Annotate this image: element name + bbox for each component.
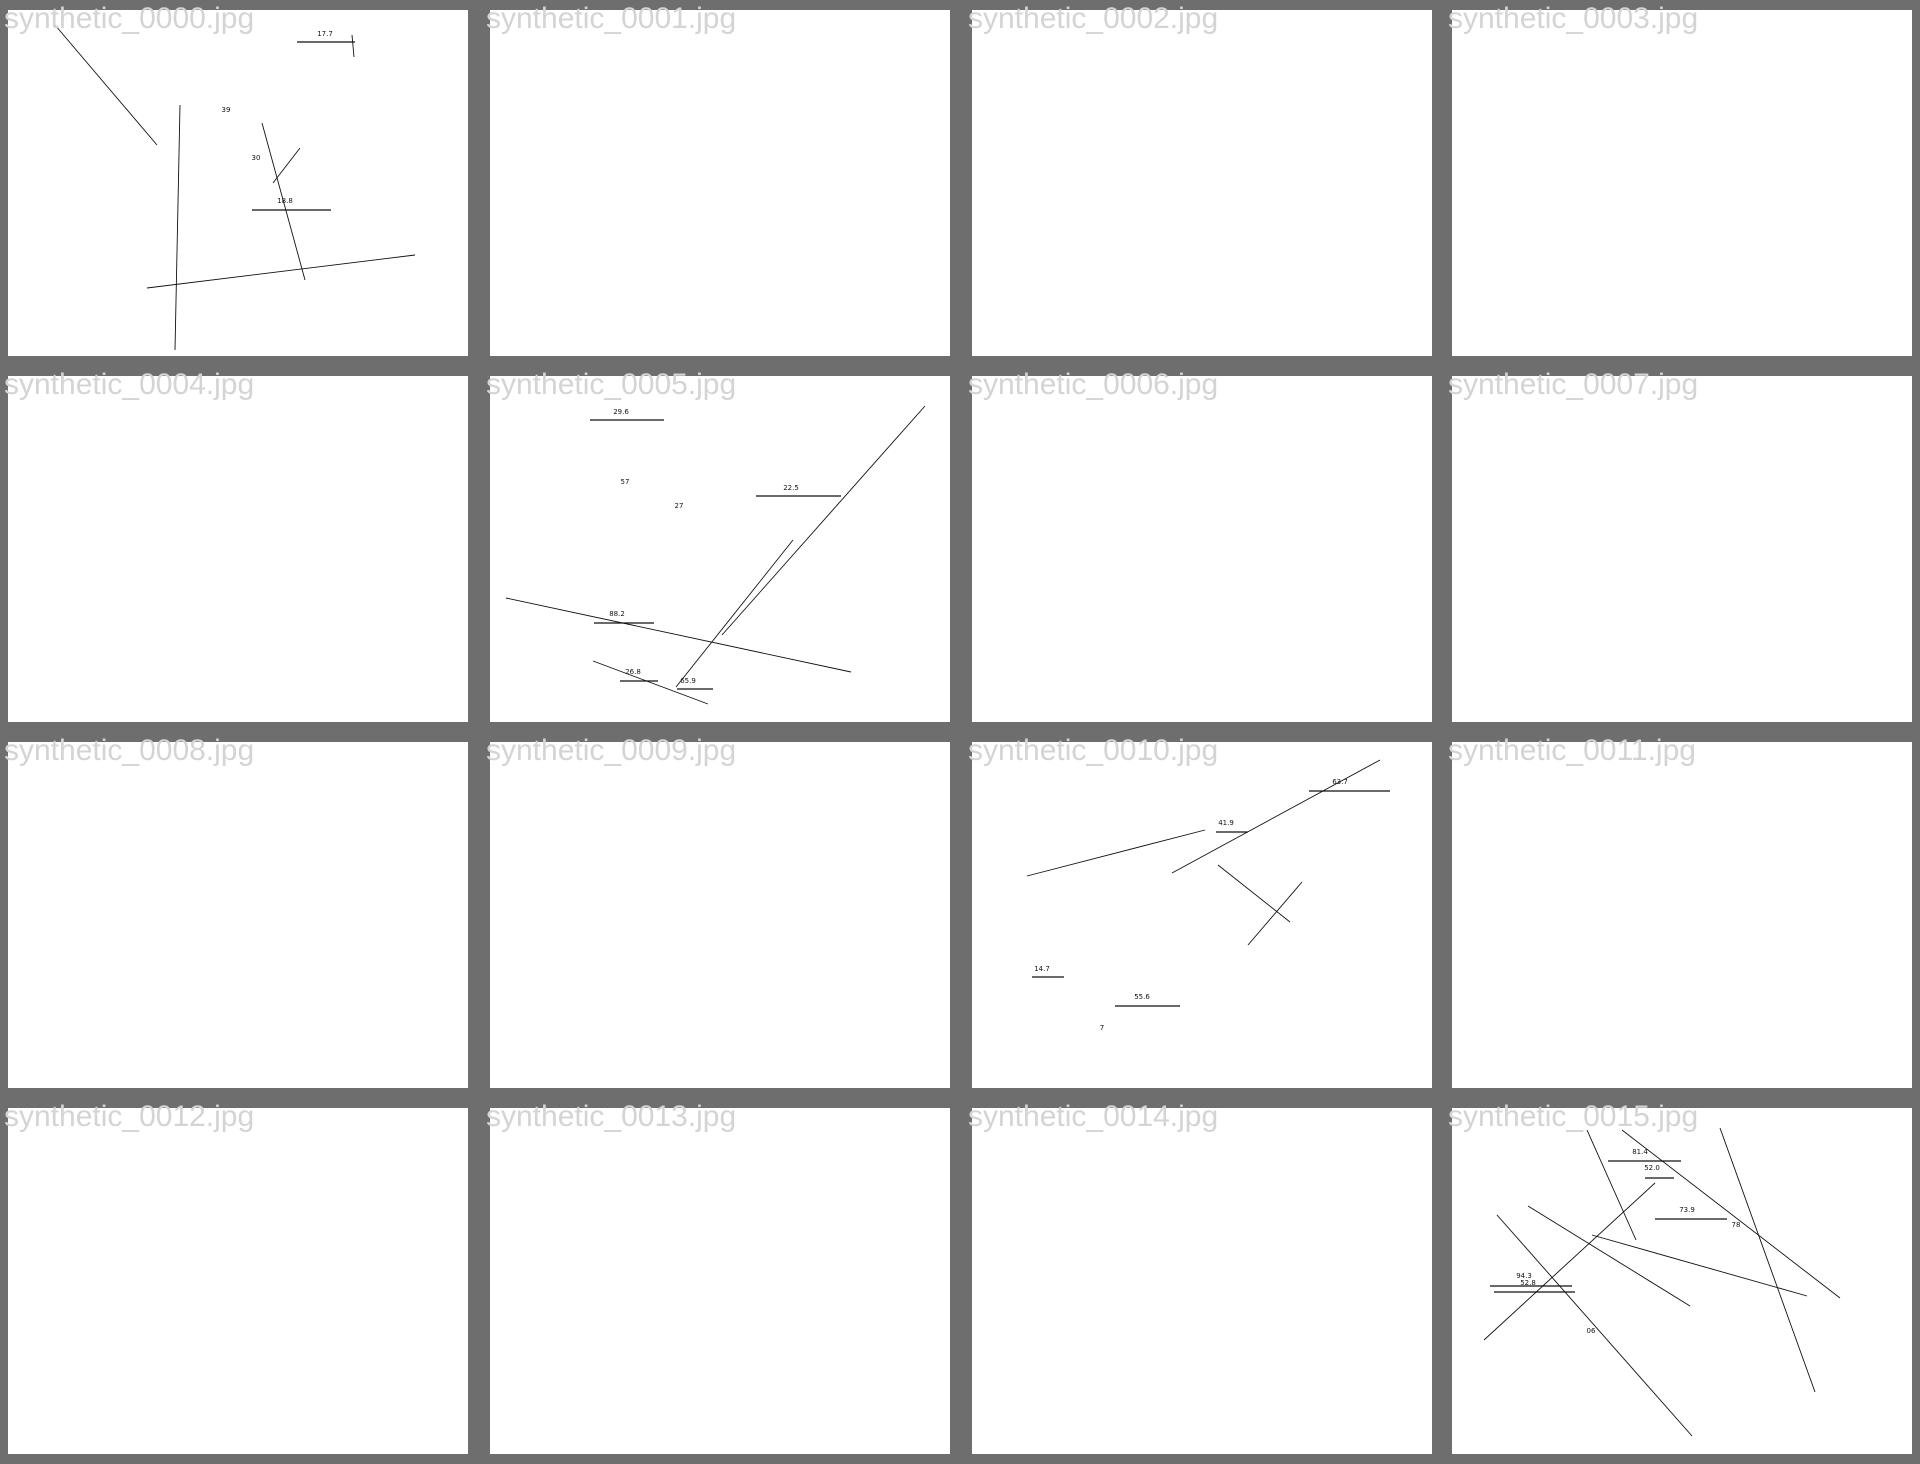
thumbnail-background xyxy=(972,10,1432,356)
number-label: 14.7 xyxy=(1034,965,1050,973)
number-label: 94.3 xyxy=(1516,1272,1532,1280)
thumbnail-canvas: 17.7 39 30 18.8 xyxy=(8,10,468,356)
thumbnail-tile[interactable]: 63.730297621.864.1synthetic_0007.jpg xyxy=(1444,366,1920,732)
number-label: 52.0 xyxy=(1644,1164,1660,1172)
thumbnail-background xyxy=(490,10,950,356)
thumbnail-tile[interactable]: 222240.5744888.3synthetic_0001.jpg xyxy=(482,0,958,366)
thumbnail-canvas: 81.4 52.0 73.9 78 94.352.8 06 xyxy=(1452,1108,1912,1454)
number-label: 22.5 xyxy=(783,484,799,492)
thumbnail-tile[interactable]: 3637.174.882.767.060.0synthetic_0006.jpg xyxy=(964,366,1440,732)
thumbnail-background xyxy=(8,1108,468,1454)
drawn-line xyxy=(1586,1129,1637,1241)
thumbnail-background xyxy=(490,1108,950,1454)
number-label: 52.8 xyxy=(1520,1279,1536,1287)
drawn-line xyxy=(1217,864,1291,923)
number-label: 18.8 xyxy=(277,197,293,205)
thumbnail-background xyxy=(1452,376,1912,722)
drawn-line xyxy=(721,405,926,636)
number-label: 30 xyxy=(252,154,261,162)
thumbnail-tile[interactable]: 29.6 57 27 22.5 88.2 26.8 65.9 synthetic_0005.j… xyxy=(482,366,958,732)
drawn-line xyxy=(1719,1127,1816,1393)
thumbnail-background xyxy=(490,742,950,1088)
drawn-line xyxy=(1496,1214,1693,1437)
thumbnail-canvas: 63.7 41.9 14.7 55.6 7 xyxy=(972,742,1432,1088)
drawn-line xyxy=(592,660,709,705)
thumbnail-tile[interactable]: 37.93327.0281.310.3synthetic_0014.jpg xyxy=(964,1098,1440,1464)
thumbnail-background xyxy=(1452,10,1912,356)
number-label: 55.6 xyxy=(1134,993,1150,1001)
thumbnail-background xyxy=(8,742,468,1088)
drawn-line xyxy=(54,24,158,146)
thumbnail-background xyxy=(1452,742,1912,1088)
thumbnail-canvas: 28.44655.02786.72376.1 xyxy=(8,376,468,722)
drawn-line xyxy=(174,104,181,351)
thumbnail-canvas: 2753.833.6294637.3 xyxy=(8,1108,468,1454)
thumbnail-canvas: 81.21579.8 xyxy=(1452,10,1912,356)
drawn-line xyxy=(1591,1234,1808,1297)
thumbnail-canvas: 38.255.239.886.798.333 xyxy=(1452,742,1912,1088)
drawn-line xyxy=(675,539,794,688)
drawn-line xyxy=(261,122,306,281)
thumbnail-canvas: 30.02537.453 xyxy=(972,10,1432,356)
thumbnail-background xyxy=(490,376,950,722)
thumbnail-canvas: 222240.5744888.3 xyxy=(490,10,950,356)
thumbnail-background xyxy=(1452,1108,1912,1454)
thumbnail-tile[interactable]: 73.543.64221.481.5642.7synthetic_0013.jp… xyxy=(482,1098,958,1464)
thumbnail-canvas: 84.081.154.589.1679.9 xyxy=(8,742,468,1088)
thumbnail-canvas: 73.543.64221.481.5642.7 xyxy=(490,1108,950,1454)
thumbnail-tile[interactable]: 81.4 52.0 73.9 78 94.3 52.8 06 synthetic_0015.j… xyxy=(1444,1098,1920,1464)
number-label: 78 xyxy=(1732,1221,1741,1229)
thumbnail-canvas: 63.730297621.864.1 xyxy=(1452,376,1912,722)
thumbnail-canvas: 37.93327.0281.310.3 xyxy=(972,1108,1432,1454)
thumbnail-background xyxy=(8,376,468,722)
number-label: 57 xyxy=(621,478,630,486)
thumbnail-background xyxy=(972,376,1432,722)
number-label: 41.9 xyxy=(1218,819,1234,827)
number-label: 7 xyxy=(1100,1024,1104,1032)
thumbnail-tile[interactable]: 30.02537.453synthetic_0002.jpg xyxy=(964,0,1440,366)
drawn-line xyxy=(1247,881,1303,946)
drawn-line xyxy=(1026,829,1206,877)
number-label: 73.9 xyxy=(1679,1206,1695,1214)
drawn-line xyxy=(505,597,852,673)
thumbnail-tile[interactable]: 17.7 39 30 18.8 synthetic_0000.jpg xyxy=(0,0,476,366)
thumbnail-tile[interactable]: 63.7 41.9 14.7 55.6 7 synthetic_0010.jpg xyxy=(964,732,1440,1098)
thumbnail-background xyxy=(972,742,1432,1088)
thumbnail-tile[interactable]: 28.44655.02786.72376.1synthetic_0004.jpg xyxy=(0,366,476,732)
thumbnail-background xyxy=(8,10,468,356)
drawn-line xyxy=(1621,1129,1841,1299)
number-label: 39 xyxy=(222,106,231,114)
number-label: 63.7 xyxy=(1332,778,1348,786)
number-label: 81.4 xyxy=(1632,1148,1648,1156)
drawn-line xyxy=(351,34,355,58)
number-label: 88.2 xyxy=(609,610,625,618)
number-label: 65.9 xyxy=(680,677,696,685)
drawn-line xyxy=(1527,1205,1691,1307)
number-label: 27 xyxy=(675,502,684,510)
thumbnail-tile[interactable]: 2753.833.6294637.3synthetic_0012.jpg xyxy=(0,1098,476,1464)
thumbnail-background xyxy=(972,1108,1432,1454)
thumbnail-tile[interactable]: 38.255.239.886.798.333synthetic_0011.jpg xyxy=(1444,732,1920,1098)
number-label: 06 xyxy=(1587,1327,1596,1335)
drawn-line xyxy=(146,254,416,289)
thumbnail-canvas: 29.6 57 27 22.5 88.2 26.8 65.9 xyxy=(490,376,950,722)
drawn-line xyxy=(1483,1182,1656,1341)
thumbnail-canvas: 61770.588.8 xyxy=(490,742,950,1088)
number-label: 29.6 xyxy=(613,408,629,416)
thumbnail-canvas: 3637.174.882.767.060.0 xyxy=(972,376,1432,722)
drawn-line xyxy=(1171,759,1381,874)
number-label: 26.8 xyxy=(625,668,641,676)
number-label: 17.7 xyxy=(317,30,333,38)
drawn-line xyxy=(272,147,301,184)
